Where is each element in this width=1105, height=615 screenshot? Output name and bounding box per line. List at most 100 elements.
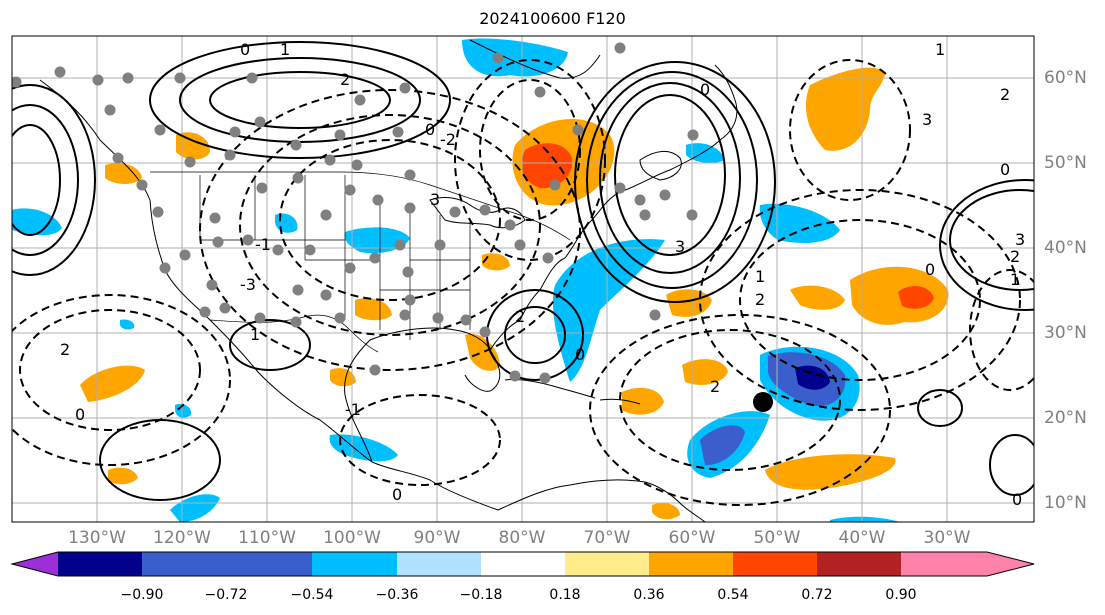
longitude-label: 30°W: [923, 528, 971, 548]
colorbar-extend-low: [12, 552, 58, 576]
shade-strong-positive: [521, 143, 573, 189]
station-marker: [492, 52, 504, 64]
station-marker: [479, 204, 491, 216]
colorbar-segment: [226, 552, 312, 576]
storm-center-marker: [753, 392, 773, 412]
station-marker: [479, 326, 491, 338]
station-marker: [649, 309, 661, 321]
station-marker: [292, 284, 304, 296]
colorbar-segment: [901, 552, 987, 576]
contour-east-small: [917, 389, 963, 427]
contour-label: 1: [935, 40, 945, 59]
contour-trough-west: [19, 309, 201, 431]
station-marker: [539, 372, 551, 384]
cuba: [504, 379, 596, 399]
shade-negative: [120, 319, 135, 330]
station-marker: [54, 66, 66, 78]
station-marker: [304, 244, 316, 256]
colorbar-tick-label: −0.36: [375, 587, 419, 603]
station-marker: [292, 172, 304, 184]
hispaniola: [599, 398, 641, 405]
station-marker: [112, 152, 124, 164]
contour-trough-atlantic: [739, 219, 981, 381]
shade-positive: [80, 365, 145, 402]
colorbar-tick-label: 0.90: [885, 587, 917, 603]
us-mexico-border: [209, 314, 379, 353]
contour-label: 3: [1015, 230, 1025, 249]
station-marker: [290, 316, 302, 328]
station-marker: [449, 206, 461, 218]
contour-label: 1: [755, 267, 765, 286]
station-marker: [572, 124, 584, 136]
shade-negative: [700, 425, 745, 466]
station-marker: [324, 154, 336, 166]
station-marker: [514, 239, 526, 251]
latitude-label: 40°N: [1044, 238, 1087, 258]
colorbar-outline: [10, 551, 1035, 577]
station-marker: [402, 266, 414, 278]
contour-trough-far-east: [969, 269, 1034, 391]
shade-positive: [482, 253, 510, 271]
latitude-label: 30°N: [1044, 323, 1087, 343]
contour-high-west: [209, 71, 391, 129]
colorbar-segment: [649, 552, 733, 576]
station-marker: [369, 364, 381, 376]
station-marker: [179, 249, 191, 261]
station-marker: [639, 209, 651, 221]
station-marker: [174, 72, 186, 84]
station-marker: [634, 194, 646, 206]
east-coast: [564, 64, 738, 259]
station-marker: [394, 239, 406, 251]
latitude-label: 10°N: [1044, 493, 1087, 513]
shade-negative: [759, 203, 840, 243]
colorbar: [10, 551, 1035, 577]
station-marker: [344, 184, 356, 196]
station-marker: [136, 179, 148, 191]
station-marker: [12, 76, 22, 88]
shade-positive: [805, 67, 885, 151]
station-marker: [404, 202, 416, 214]
contour-high-gulf: [504, 306, 566, 364]
shade-negative: [830, 516, 900, 522]
station-marker: [399, 82, 411, 94]
contour-label: 1: [280, 40, 290, 59]
station-marker: [404, 294, 416, 306]
contour-label: -2: [440, 130, 456, 149]
contour-label: 2: [1000, 85, 1010, 104]
contour-trough-central: [239, 114, 541, 336]
shade-positive: [652, 503, 680, 520]
colorbar-tick-label: −0.54: [290, 587, 334, 603]
station-marker: [229, 126, 241, 138]
contour-label: 0: [75, 405, 85, 424]
station-marker: [290, 139, 302, 151]
colorbar-tick-label: 0.36: [633, 587, 665, 603]
contour-high-atlantic: [614, 94, 726, 256]
contour-trough-central: [279, 139, 501, 301]
station-marker: [246, 72, 258, 84]
contour-high-pacific: [12, 124, 61, 236]
station-marker: [159, 262, 171, 274]
contour-high-pacific: [12, 104, 79, 256]
contour-label: 0: [700, 80, 710, 99]
contour-trough-central: [199, 89, 581, 371]
station-marker: [320, 209, 332, 221]
station-marker: [152, 206, 164, 218]
contour-trough-ne-atl: [789, 59, 911, 201]
contour-label: -1: [255, 235, 271, 254]
station-marker: [509, 370, 521, 382]
shade-positive: [176, 132, 210, 160]
longitude-label: 80°W: [498, 528, 546, 548]
station-marker: [219, 302, 231, 314]
contour-label: 0: [1012, 490, 1022, 509]
colorbar-segment: [58, 552, 142, 576]
colorbar-segment: [397, 552, 481, 576]
hudson-bay: [469, 39, 601, 79]
shade-negative: [12, 208, 62, 236]
station-marker: [320, 289, 332, 301]
great-lakes: [429, 197, 526, 229]
contour-label: 1: [250, 325, 260, 344]
station-marker: [614, 182, 626, 194]
contour-high-pacific: [12, 84, 96, 276]
contour-trough-tropics: [619, 329, 841, 471]
